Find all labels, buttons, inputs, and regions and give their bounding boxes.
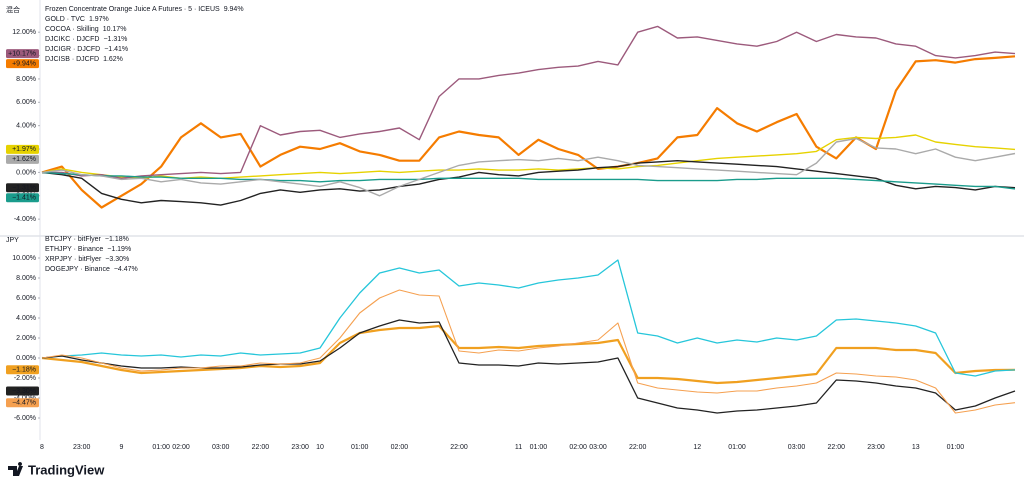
legend-change: −1.31%	[103, 36, 127, 43]
legend-change: 1.62%	[103, 56, 123, 63]
legend-name: BTCJPY · bitFlyer	[45, 236, 102, 243]
badge	[6, 183, 39, 193]
x-tick-label: 13	[912, 444, 920, 451]
y-tick-label: 10.00%	[12, 255, 36, 262]
y-tick-label: 4.00%	[16, 123, 36, 130]
logo: TradingView	[8, 462, 105, 477]
legend-change: −1.18%	[105, 236, 129, 243]
x-tick-label: 01:00	[728, 444, 746, 451]
legend-change: −4.47%	[114, 266, 138, 273]
legend-name: GOLD · TVC	[45, 16, 85, 23]
y-tick-label: -6.00%	[14, 415, 36, 422]
legend-change: −3.30%	[105, 256, 129, 263]
y-tick-label: 4.00%	[16, 315, 36, 322]
x-tick-label: 01:00	[530, 444, 548, 451]
legend-name: ETHJPY · Binance	[45, 246, 103, 253]
x-tick-label: 01:00	[947, 444, 965, 451]
badge-label: +1.62%	[12, 156, 36, 163]
badge	[6, 386, 39, 396]
y-tick-label: -4.00%	[14, 216, 36, 223]
y-tick-label: 8.00%	[16, 275, 36, 282]
series-line	[41, 171, 1016, 190]
legend-name: COCOA · Skilling	[45, 26, 99, 33]
badge	[6, 154, 39, 164]
x-tick-label: 10	[316, 444, 324, 451]
x-tick-label: 01:00	[152, 444, 170, 451]
series-line	[41, 160, 1016, 206]
legend-change: −1.19%	[107, 246, 131, 253]
badge	[6, 144, 39, 154]
x-tick-label: 8	[40, 444, 44, 451]
series-line	[41, 259, 1016, 377]
badge	[6, 59, 39, 69]
pane-label: 混合	[6, 5, 20, 14]
x-tick-label: 12	[693, 444, 701, 451]
y-tick-label: 0.00%	[16, 355, 36, 362]
badge	[6, 193, 39, 203]
y-tick-label: 6.00%	[16, 295, 36, 302]
x-tick-label: 02:00	[391, 444, 409, 451]
badge-label: −1.18%	[12, 367, 36, 374]
legend-change: −1.41%	[104, 46, 128, 53]
legend-change: 9.94%	[224, 6, 244, 13]
y-tick-label: -2.00%	[14, 375, 36, 382]
x-tick-label: 02:00	[569, 444, 587, 451]
pane-label: JPY	[6, 237, 19, 244]
series-line	[41, 134, 1016, 179]
brand: TradingView	[28, 462, 105, 477]
legend-change: 10.17%	[103, 26, 127, 33]
y-tick-label: 0.00%	[16, 169, 36, 176]
y-tick-label: 6.00%	[16, 99, 36, 106]
y-tick-label: 2.00%	[16, 335, 36, 342]
legend-name: DOGEJPY · Binance	[45, 266, 110, 273]
x-tick-label: 22:00	[629, 444, 647, 451]
x-tick-label: 03:00	[589, 444, 607, 451]
series-line	[41, 137, 1016, 197]
legend-title: Frozen Concentrate Orange Juice A Future…	[45, 6, 220, 13]
badge-label: −4.47%	[12, 400, 36, 407]
logo-mark	[8, 462, 23, 476]
x-tick-label: 9	[119, 444, 123, 451]
legend-name: DJCISB · DJCFD	[45, 56, 99, 63]
badge-label: +9.94%	[12, 60, 36, 67]
badge-label: −1.31%	[12, 185, 36, 192]
x-tick-label: 22:00	[828, 444, 846, 451]
x-tick-label: 23:00	[291, 444, 309, 451]
legend-name: DJCIKC · DJCFD	[45, 36, 99, 43]
x-tick-label: 22:00	[252, 444, 270, 451]
badge	[6, 49, 39, 59]
badge-label: −1.41%	[12, 195, 36, 202]
legend-name: XRPJPY · bitFlyer	[45, 256, 102, 263]
x-tick-label: 11	[515, 444, 522, 451]
x-tick-label: 22:00	[450, 444, 468, 451]
x-tick-label: 23:00	[73, 444, 91, 451]
y-tick-label: 12.00%	[12, 29, 36, 36]
badge	[6, 365, 39, 375]
x-tick-label: 23:00	[867, 444, 885, 451]
x-tick-label: 03:00	[212, 444, 230, 451]
y-tick-label: 8.00%	[16, 76, 36, 83]
series-line	[41, 319, 1016, 414]
series-line	[42, 25, 1016, 179]
badge-label: +10.17%	[8, 50, 36, 57]
legend-change: 1.97%	[89, 16, 109, 23]
badge-label: −3.30%	[12, 388, 36, 395]
badge-label: +1.97%	[12, 146, 36, 153]
legend-name: DJCIGR · DJCFD	[45, 46, 100, 53]
badge	[6, 398, 39, 408]
x-tick-label: 02:00	[172, 444, 190, 451]
x-tick-label: 01:00	[351, 444, 369, 451]
series-line	[41, 289, 1016, 414]
x-tick-label: 03:00	[788, 444, 806, 451]
series-line	[41, 324, 1016, 385]
series-line	[41, 55, 1016, 209]
